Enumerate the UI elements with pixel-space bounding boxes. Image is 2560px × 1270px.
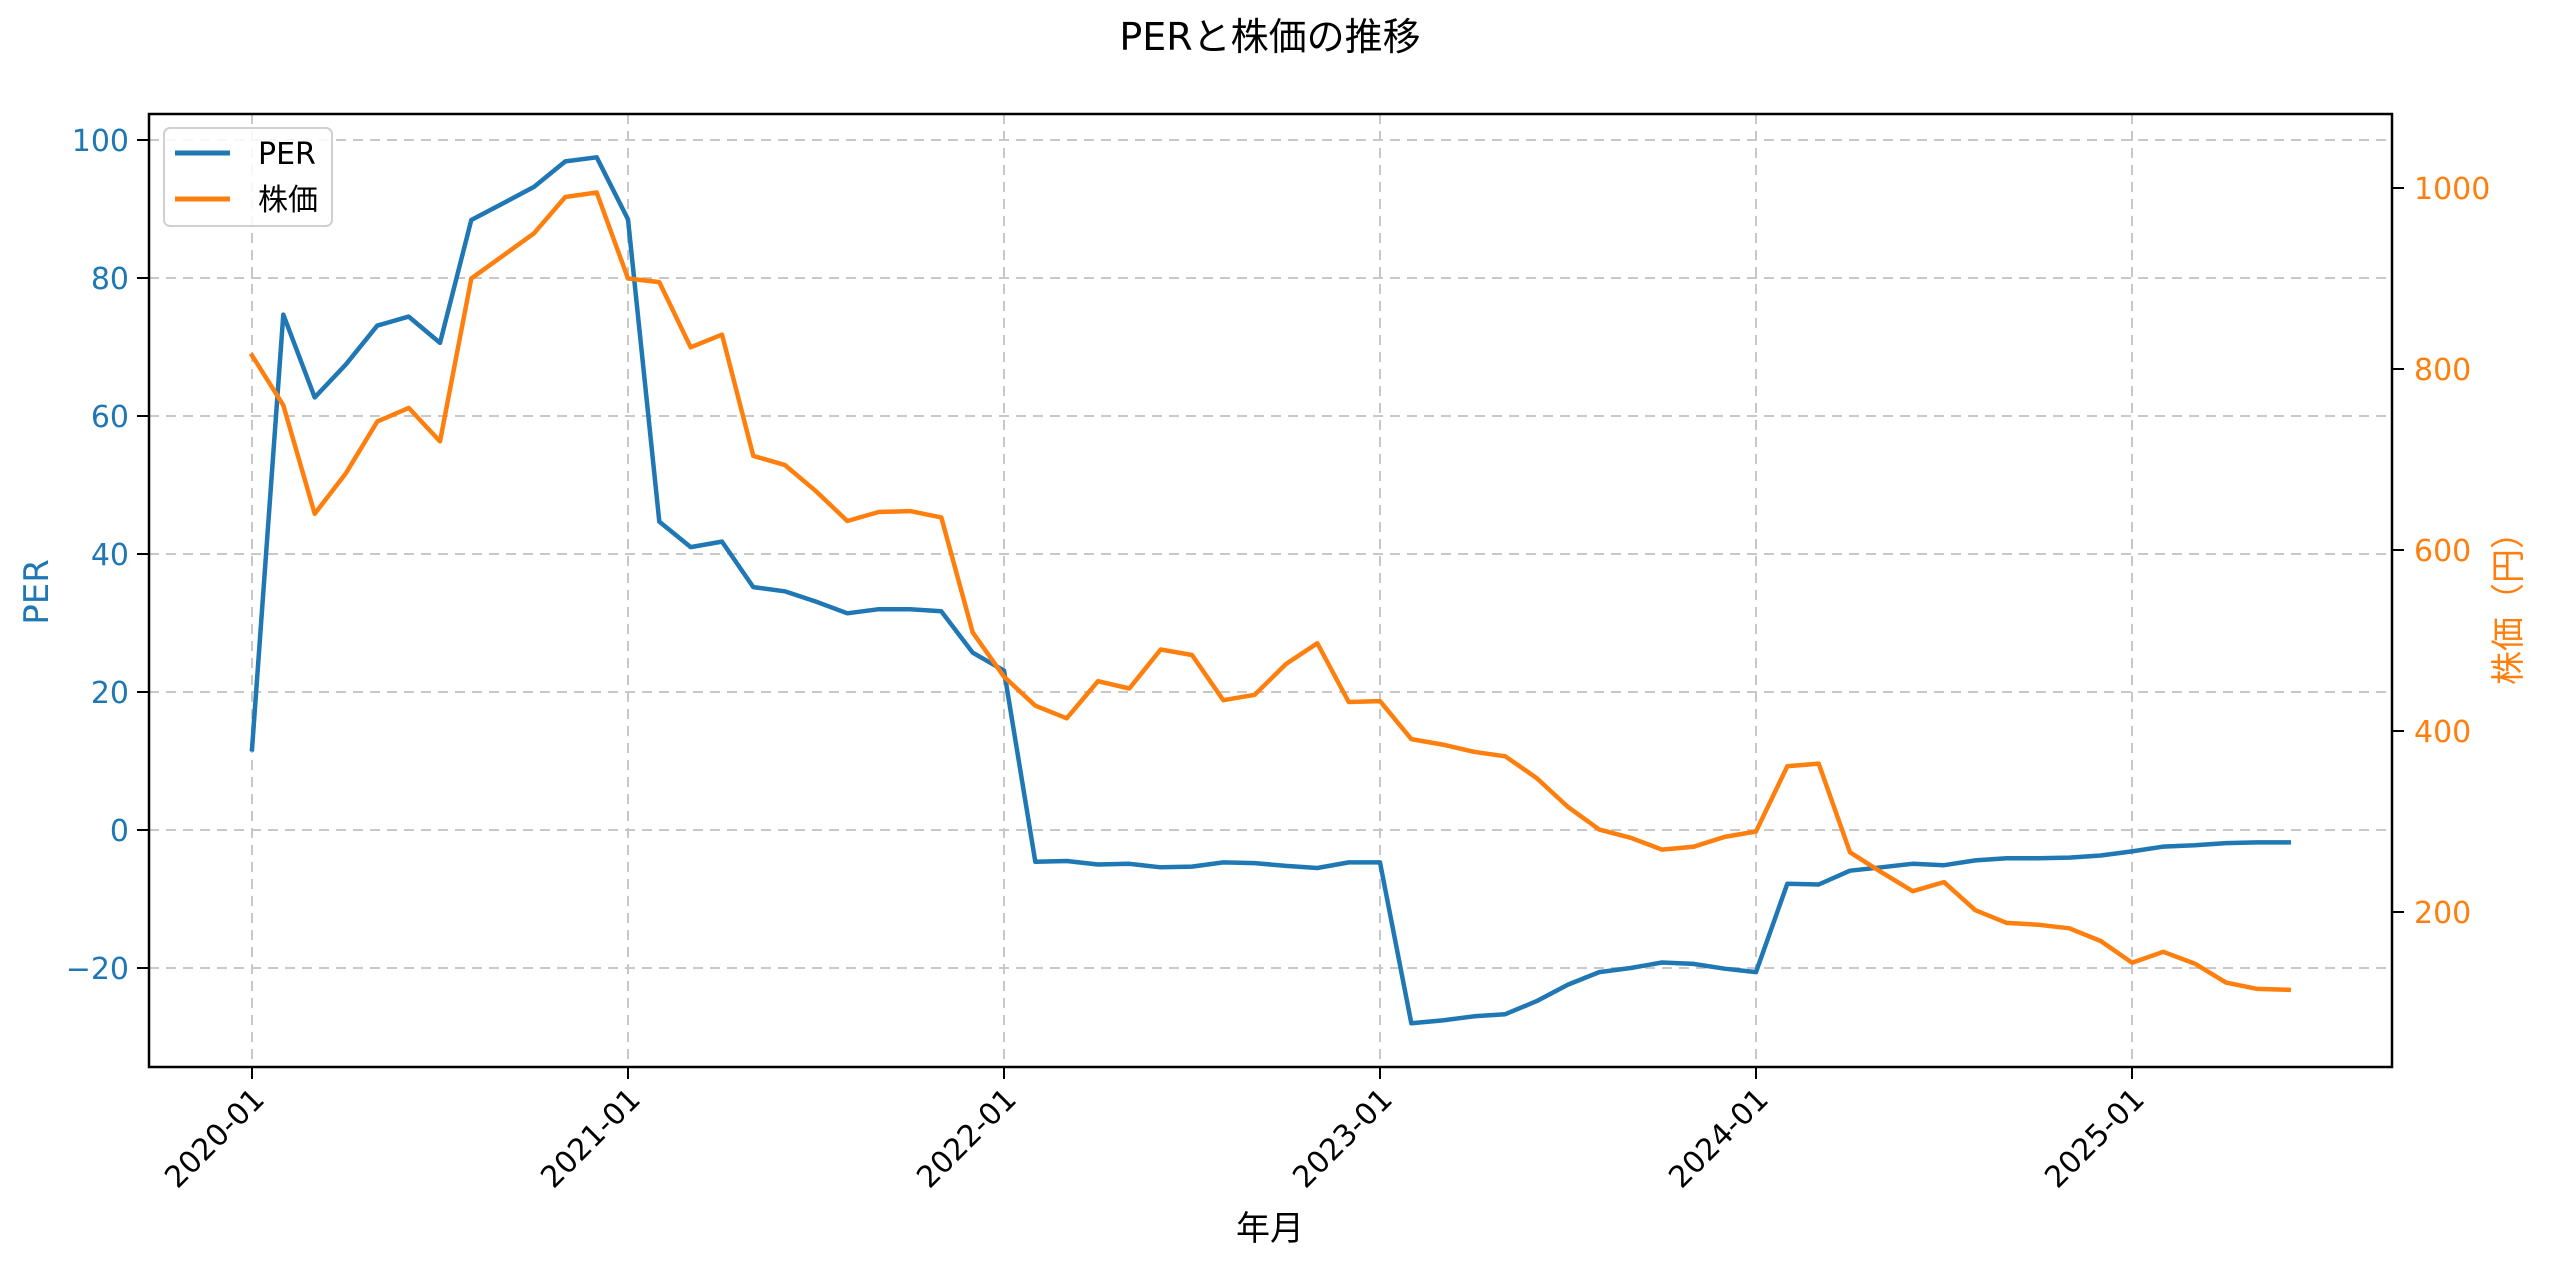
right-y-axis-label: 株価（円）	[2489, 515, 2529, 685]
x-axis-label: 年月	[1236, 1209, 1304, 1249]
x-tick-label: 2024-01	[1662, 1082, 1775, 1195]
legend: PER 株価	[163, 127, 333, 227]
left-y-axis: −20 0 20 40 60 80 100	[66, 124, 149, 987]
left-y-axis-label: PER	[17, 559, 57, 625]
x-axis: 2020-01 2021-01 2022-01 2023-01 2024-01 2025-…	[158, 1067, 2152, 1195]
x-tick-label: 2025-01	[2038, 1082, 2151, 1195]
grid-lines	[149, 114, 2392, 1067]
right-tick-label: 1000	[2414, 172, 2490, 207]
left-tick-label: 80	[91, 262, 129, 297]
x-tick-label: 2023-01	[1286, 1082, 1399, 1195]
right-tick-label: 400	[2414, 715, 2471, 750]
chart-title: PERと株価の推移	[1119, 15, 1420, 59]
right-tick-label: 600	[2414, 534, 2471, 569]
left-tick-label: −20	[66, 952, 129, 987]
right-y-axis: 200 400 600 800 1000	[2392, 172, 2490, 931]
x-tick-label: 2020-01	[158, 1082, 271, 1195]
left-tick-label: 60	[91, 400, 129, 435]
x-tick-label: 2022-01	[910, 1082, 1023, 1195]
legend-price-label: 株価	[258, 183, 318, 218]
right-tick-label: 200	[2414, 896, 2471, 931]
plot-area	[248, 155, 2292, 1026]
legend-per-label: PER	[258, 137, 316, 172]
left-tick-label: 0	[110, 814, 129, 849]
right-tick-label: 800	[2414, 353, 2471, 388]
plot-frame	[147, 112, 2394, 1069]
left-tick-label: 100	[72, 124, 129, 159]
per-line	[249, 155, 2291, 1026]
x-tick-label: 2021-01	[534, 1082, 647, 1195]
price-line	[248, 190, 2292, 993]
left-tick-label: 40	[91, 538, 129, 573]
left-tick-label: 20	[91, 676, 129, 711]
